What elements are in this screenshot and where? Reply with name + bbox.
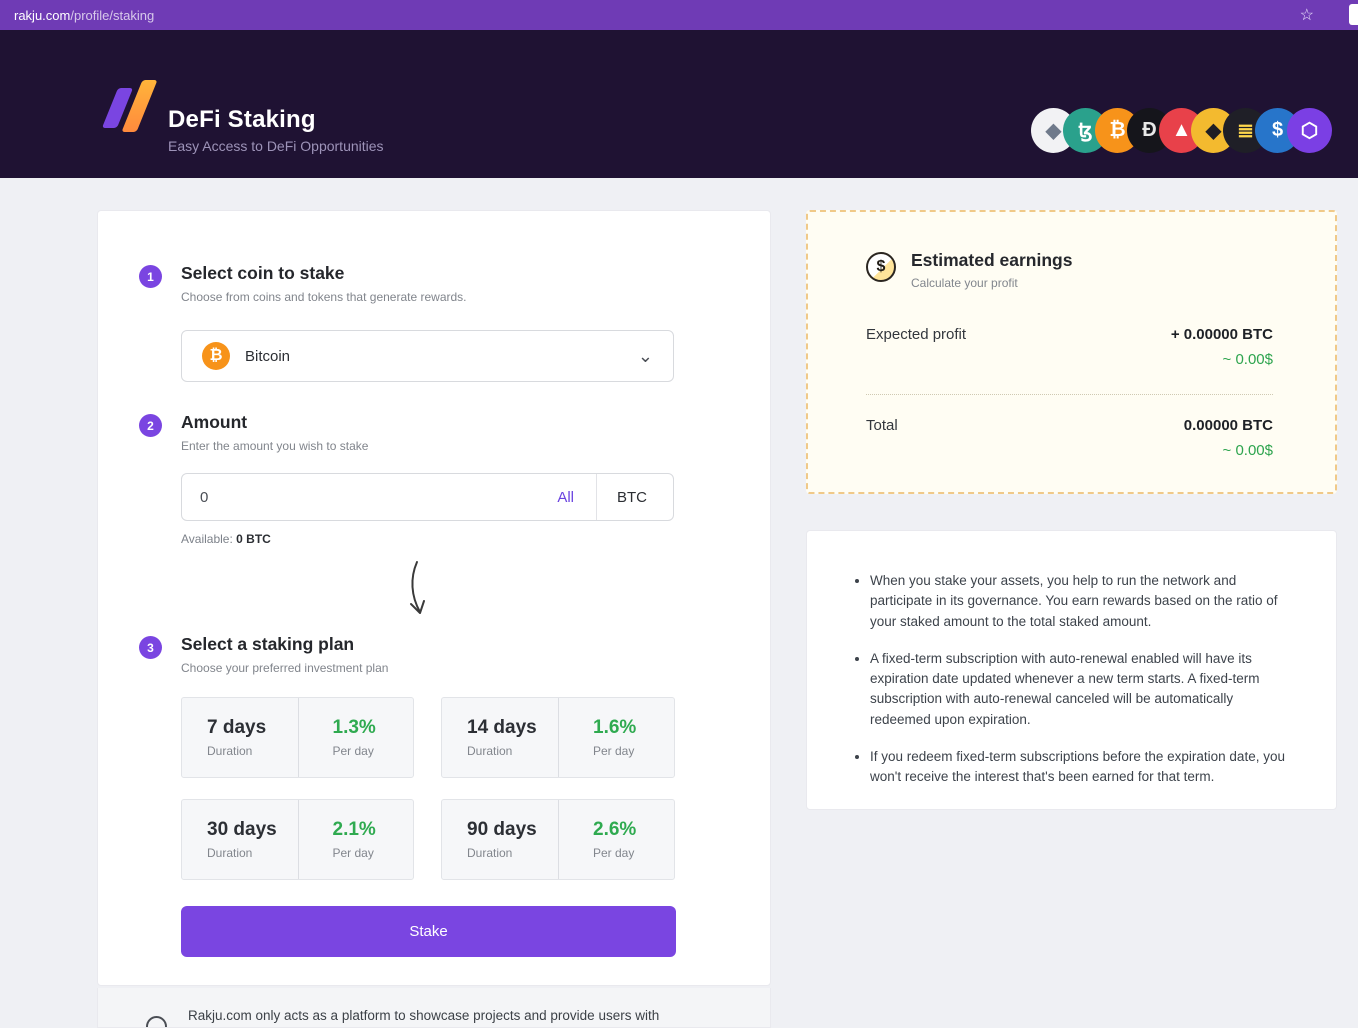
plan-duration-label: Duration — [207, 744, 253, 758]
app-header: DeFi Staking Easy Access to DeFi Opportu… — [0, 30, 1358, 178]
estimated-earnings-card: $ Estimated earnings Calculate your prof… — [806, 210, 1337, 494]
coin-select-dropdown[interactable]: ₿ Bitcoin ⌄ — [181, 330, 674, 382]
step-3: 3 Select a staking plan Choose your pref… — [139, 634, 674, 675]
plan-rate-label: Per day — [332, 744, 374, 758]
plan-duration: 30 days — [207, 819, 277, 840]
coin-select-value: Bitcoin — [245, 347, 291, 365]
available-balance: Available: 0 BTC — [181, 532, 674, 546]
step-2-badge: 2 — [139, 414, 162, 437]
plan-rate: 2.1% — [332, 819, 376, 840]
step-2: 2 Amount Enter the amount you wish to st… — [139, 412, 674, 453]
info-bullet: A fixed-term subscription with auto-rene… — [870, 649, 1296, 730]
browser-edge-icon — [1349, 4, 1358, 25]
plan-duration: 90 days — [467, 819, 537, 840]
dollar-coin-icon: $ — [866, 252, 896, 282]
expected-profit-row: Expected profit + 0.00000 BTC ~ 0.00$ — [866, 326, 1273, 368]
plan-30-days[interactable]: 30 days Duration 2.1% Per day — [181, 799, 414, 880]
bookmark-star-icon[interactable]: ☆ — [1299, 7, 1314, 24]
step-1-badge: 1 — [139, 265, 162, 288]
step-3-subtitle: Choose your preferred investment plan — [181, 661, 389, 675]
plan-rate: 1.6% — [593, 717, 637, 738]
plan-rate-label: Per day — [593, 744, 635, 758]
plan-7-days[interactable]: 7 days Duration 1.3% Per day — [181, 697, 414, 778]
url-host: rakju.com — [14, 7, 71, 23]
total-row: Total 0.00000 BTC ~ 0.00$ — [866, 417, 1273, 459]
amount-all-button[interactable]: All — [557, 488, 574, 506]
info-circle-icon — [146, 1016, 167, 1027]
plan-duration: 7 days — [207, 717, 267, 738]
staking-info-card: When you stake your assets, you help to … — [806, 530, 1337, 810]
plan-90-days[interactable]: 90 days Duration 2.6% Per day — [441, 799, 675, 880]
step-1-subtitle: Choose from coins and tokens that genera… — [181, 290, 467, 304]
earnings-subtitle: Calculate your profit — [911, 276, 1018, 290]
available-label: Available: — [181, 532, 233, 546]
supported-coins-row: ◆ ꜩ ₿ Đ ▲ ◆ ≣ $ ⬡ — [1031, 108, 1332, 153]
earnings-title: Estimated earnings — [911, 250, 1073, 270]
app-logo — [101, 78, 164, 134]
bitcoin-icon: ₿ — [202, 342, 230, 370]
plan-duration-label: Duration — [467, 744, 513, 758]
page-subtitle: Easy Access to DeFi Opportunities — [168, 138, 384, 154]
plan-duration-label: Duration — [207, 846, 253, 860]
disclaimer-text: Rakju.com only acts as a platform to sho… — [188, 1008, 660, 1023]
step-1-title: Select coin to stake — [181, 263, 345, 283]
plan-duration-label: Duration — [467, 846, 513, 860]
plan-duration: 14 days — [467, 717, 537, 738]
step-2-title: Amount — [181, 412, 248, 432]
staking-plans-grid: 7 days Duration 1.3% Per day 14 days Dur… — [181, 697, 675, 880]
disclaimer-strip: Rakju.com only acts as a platform to sho… — [97, 988, 771, 1028]
info-bullet-list: When you stake your assets, you help to … — [853, 571, 1296, 787]
step-1: 1 Select coin to stake Choose from coins… — [139, 263, 674, 304]
total-label: Total — [866, 417, 898, 434]
amount-input[interactable] — [182, 488, 550, 506]
expected-profit-btc: + 0.00000 BTC — [1170, 326, 1273, 343]
total-btc: 0.00000 BTC — [1183, 417, 1273, 434]
step-2-subtitle: Enter the amount you wish to stake — [181, 439, 369, 453]
polygon-coin-icon: ⬡ — [1287, 108, 1332, 153]
browser-address-bar[interactable]: rakju.com/profile/staking ☆ — [0, 0, 1358, 30]
plan-14-days[interactable]: 14 days Duration 1.6% Per day — [441, 697, 675, 778]
total-usd: ~ 0.00$ — [1222, 442, 1273, 459]
staking-form-card: 1 Select coin to stake Choose from coins… — [97, 210, 771, 986]
amount-divider — [596, 474, 597, 520]
available-value: 0 BTC — [236, 532, 271, 546]
chevron-down-icon: ⌄ — [637, 346, 653, 366]
info-bullet: When you stake your assets, you help to … — [870, 571, 1296, 632]
expected-profit-label: Expected profit — [866, 326, 967, 343]
step-3-title: Select a staking plan — [181, 634, 355, 654]
url-path: /profile/staking — [70, 7, 155, 23]
earnings-divider — [866, 394, 1273, 395]
down-arrow-doodle — [410, 561, 425, 614]
page-title: DeFi Staking — [168, 106, 316, 133]
stake-button[interactable]: Stake — [181, 906, 676, 957]
plan-rate-label: Per day — [332, 846, 374, 860]
expected-profit-usd: ~ 0.00$ — [1222, 351, 1273, 368]
plan-rate: 2.6% — [593, 819, 637, 840]
step-3-badge: 3 — [139, 636, 162, 659]
plan-rate-label: Per day — [593, 846, 635, 860]
info-bullet: If you redeem fixed-term subscriptions b… — [870, 747, 1296, 788]
plan-rate: 1.3% — [332, 717, 376, 738]
amount-currency-label: BTC — [617, 488, 647, 506]
amount-input-group: All BTC — [181, 473, 674, 521]
